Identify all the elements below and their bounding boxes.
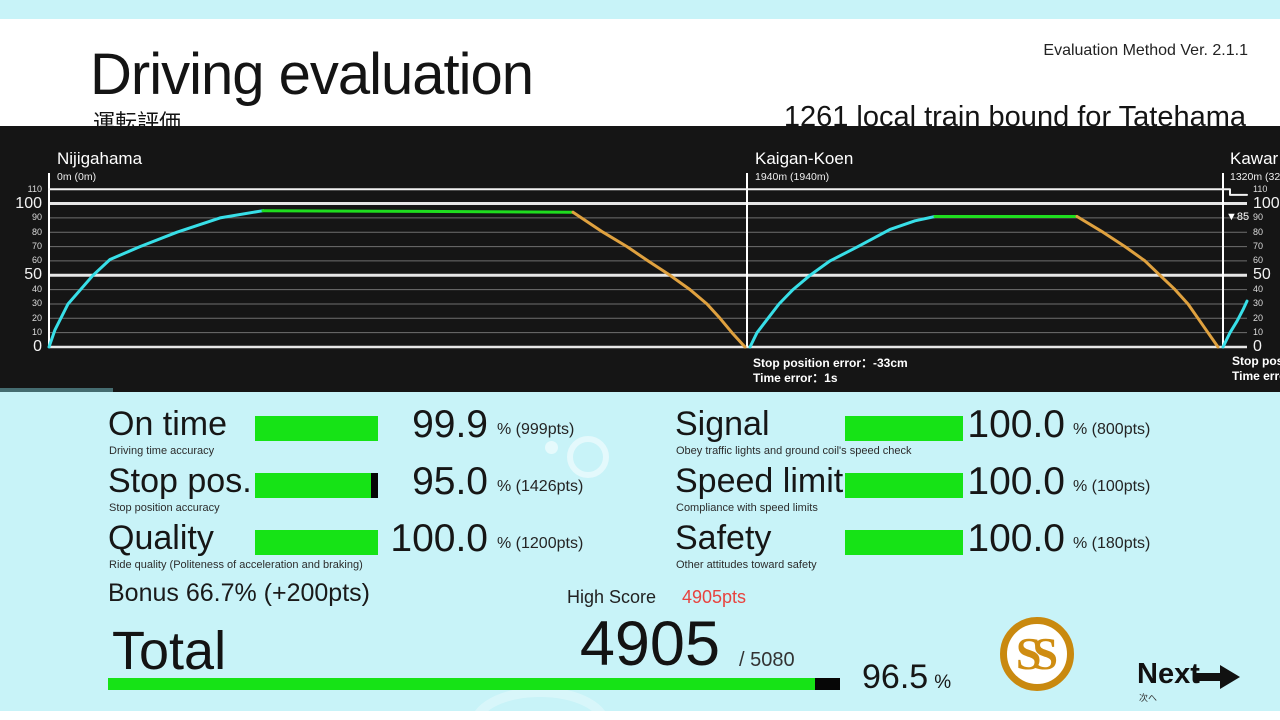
stop-position-error-kawara: Stop posit [1232,354,1280,368]
y-axis-tick-70: 70 [1253,241,1264,252]
time-error-kaigan-koen: Time error：1s [753,371,838,385]
metric-value: 100.0 [967,460,1065,503]
rank-grade: SS [1015,628,1058,679]
speed-profile-svg [47,173,1249,349]
right-arrow-icon [1193,662,1241,697]
station-distance-nijigahama: 0m (0m) [57,171,97,183]
y-axis-tick-10: 10 [31,327,42,338]
y-axis-tick-80: 80 [1253,226,1264,237]
bar-tick [370,473,378,498]
stop-pos-bar [255,473,378,498]
metric-row-signal: Signal Obey traffic lights and ground co… [675,403,1280,471]
y-axis-tick-0: 0 [1253,338,1262,355]
y-axis-tick-70: 70 [31,241,42,252]
percent-sign: % [934,672,952,693]
metric-label: Speed limit [675,462,844,500]
y-axis-tick-60: 60 [1253,255,1264,266]
metric-row-stop-pos: Stop pos. Stop position accuracy 95.0 % … [108,460,748,528]
evaluation-method-version: Evaluation Method Ver. 2.1.1 [1043,42,1248,59]
metric-description: Ride quality (Politeness of acceleration… [109,559,363,571]
high-score-value: 4905pts [682,587,747,607]
total-score-bar-fill [108,678,816,690]
y-axis-tick-80: 80 [31,226,42,237]
metric-points: % (1200pts) [497,535,584,552]
y-axis-tick-60: 60 [31,255,42,266]
y-axis-tick-110: 110 [27,183,42,194]
bonus-text: Bonus 66.7% (+200pts) [108,579,370,607]
y-axis-tick-40: 40 [31,284,42,295]
background-ring-decoration [567,436,609,478]
total-score-bar [108,678,840,690]
bottom-strip [0,711,1280,720]
metric-value: 100.0 [967,517,1065,560]
total-label: Total [112,621,227,681]
y-axis-tick-20: 20 [31,312,42,323]
y-axis-tick-0: 0 [33,338,42,355]
page-title: Driving evaluation [90,42,534,107]
metric-label: On time [108,405,228,443]
y-axis-tick-50: 50 [1253,266,1271,284]
metric-points: % (100pts) [1073,478,1151,495]
y-axis-tick-30: 30 [1253,298,1264,309]
speed-profile-chart: Nijigahama 0m (0m) Kaigan-Koen 1940m (19… [0,126,1280,392]
y-axis-tick-30: 30 [31,298,42,309]
y-axis-tick-10: 10 [1253,327,1264,338]
stop-position-error-kaigan-koen: Stop position error：-33cm [753,356,908,370]
header-band: Driving evaluation 運転評価 Evaluation Metho… [0,19,1280,135]
total-score-value: 4905 [579,609,720,679]
high-score-label: High Score [567,587,657,607]
station-distance-kaigan-koen: 1940m (1940m) [755,171,830,183]
metric-label: Quality [108,519,214,557]
metric-row-safety: Safety Other attitudes toward safety 100… [675,517,1280,585]
y-axis-tick-100: 100 [1253,194,1280,212]
y-axis-tick-90: 90 [1253,212,1264,223]
station-label-kaigan-koen: Kaigan-Koen [755,149,854,168]
metric-points: % (999pts) [497,421,575,438]
metric-points: % (1426pts) [497,478,584,495]
metric-description: Other attitudes toward safety [676,559,817,571]
top-strip [0,0,1280,19]
on-time-bar [255,416,378,441]
metric-value: 100.0 [967,403,1065,446]
y-axis-tick-50: 50 [24,266,42,284]
chart-edge-notch [0,388,113,392]
metric-row-quality: Quality Ride quality (Politeness of acce… [108,517,748,585]
y-axis-tick-90: 90 [31,212,42,223]
y-axis-tick-110: 110 [1253,183,1268,194]
safety-bar [845,530,963,555]
metric-value: 95.0 [412,460,488,503]
metric-points: % (180pts) [1073,535,1151,552]
y-axis-tick-40: 40 [1253,284,1264,295]
signal-bar [845,416,963,441]
metric-description: Obey traffic lights and ground coil's sp… [676,445,912,457]
metric-label: Signal [675,405,770,443]
time-error-kawara: Time error [1232,369,1280,383]
quality-bar [255,530,378,555]
background-dot-decoration [545,441,558,454]
metric-label: Stop pos. [108,462,252,500]
next-button-label: Next [1137,658,1200,690]
metric-points: % (800pts) [1073,421,1151,438]
speed-limit-marker: ▼85 [1226,211,1250,223]
total-score-denominator: / 5080 [739,649,795,671]
rank-badge: SS [1000,617,1074,691]
station-label-kawara: Kawar [1230,149,1279,168]
station-label-nijigahama: Nijigahama [57,149,143,168]
speed-limit-bar [845,473,963,498]
metric-value: 100.0 [390,517,488,560]
y-axis-tick-100: 100 [15,194,42,212]
metric-row-on-time: On time Driving time accuracy 99.9 % (99… [108,403,748,471]
metric-value: 99.9 [412,403,488,446]
next-button-sub-label: 次へ [1139,693,1158,703]
station-distance-kawara: 1320m (326 [1230,171,1280,183]
metric-description: Driving time accuracy [109,445,215,457]
total-percent: 96.5% [862,658,952,696]
metric-description: Stop position accuracy [109,502,220,514]
metric-label: Safety [675,519,772,557]
next-button[interactable]: Next 次へ [1137,658,1247,703]
y-axis-tick-20: 20 [1253,312,1264,323]
metric-row-speed-limit: Speed limit Compliance with speed limits… [675,460,1280,528]
metric-description: Compliance with speed limits [676,502,818,514]
